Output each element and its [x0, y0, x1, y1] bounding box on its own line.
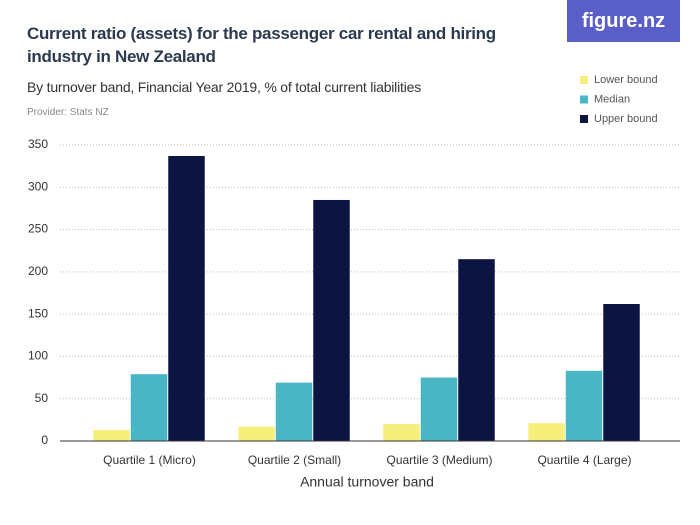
bar — [238, 426, 275, 441]
y-tick-label: 350 — [28, 137, 48, 151]
chart-title: Current ratio (assets) for the passenger… — [27, 24, 496, 66]
legend-label: Lower bound — [594, 74, 658, 86]
bar — [420, 377, 458, 441]
y-tick-label: 0 — [41, 433, 48, 447]
legend-label: Median — [594, 93, 630, 105]
legend-swatch — [580, 76, 588, 84]
legend-label: Upper bound — [594, 113, 658, 125]
y-tick-label: 200 — [28, 264, 48, 278]
bar — [528, 423, 565, 441]
y-tick-label: 250 — [28, 222, 48, 236]
legend-swatch — [580, 115, 588, 123]
x-tick-label: Quartile 1 (Micro) — [103, 453, 196, 467]
x-tick-label: Quartile 3 (Medium) — [386, 453, 492, 467]
bar — [458, 259, 495, 441]
bar — [603, 303, 640, 441]
bar — [383, 424, 420, 441]
y-tick-label: 300 — [28, 179, 48, 193]
x-axis-label: Annual turnover band — [300, 474, 434, 490]
bar — [168, 155, 205, 441]
logo[interactable]: figure.nz — [567, 0, 680, 42]
y-tick-label: 100 — [28, 349, 48, 363]
x-tick-label: Quartile 4 (Large) — [537, 453, 631, 467]
x-tick-label: Quartile 2 (Small) — [248, 453, 341, 467]
legend-swatch — [580, 95, 588, 104]
bar — [313, 199, 350, 441]
bar — [130, 374, 168, 441]
bar — [275, 382, 313, 441]
y-tick-label: 150 — [28, 306, 48, 320]
bar — [93, 430, 130, 441]
provider: Provider: Stats NZ — [27, 107, 109, 118]
y-tick-label: 50 — [35, 391, 49, 405]
bar — [565, 370, 603, 441]
chart-subtitle: By turnover band, Financial Year 2019, %… — [27, 79, 421, 95]
